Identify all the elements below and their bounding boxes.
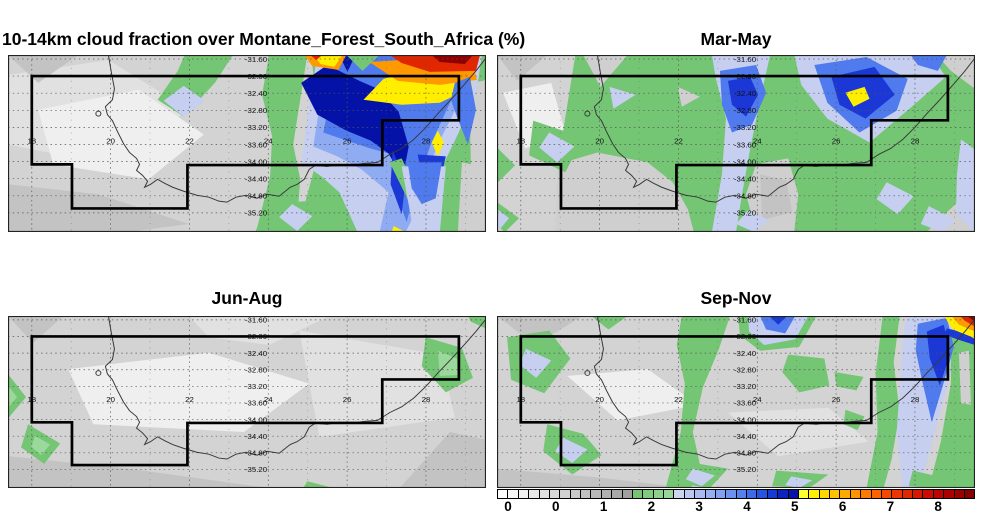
colorbar-cell (528, 490, 539, 498)
colorbar-cell (797, 490, 809, 498)
cloud-fraction-fills (507, 316, 975, 488)
colorbar-cell (860, 490, 871, 498)
colorbar-cell (590, 490, 601, 498)
colorbar-cell (631, 490, 643, 498)
colorbar-cell (953, 490, 964, 498)
colorbar-cell (642, 490, 653, 498)
colorbar-cell (839, 490, 850, 498)
colorbar-cell (787, 490, 798, 498)
colorbar-cell (943, 490, 954, 498)
colorbar-tick-label: 8 (934, 499, 942, 514)
colorbar-tick-label: 2 (647, 499, 656, 514)
colorbar-cell (652, 490, 663, 498)
colorbar-tick-label: 5 (791, 499, 799, 514)
colorbar-cell (663, 490, 674, 498)
colorbar-cell (746, 490, 757, 498)
colorbar-cell (704, 490, 715, 498)
grey-contour-texture (497, 316, 869, 488)
colorbar-tick-label: 3 (695, 499, 703, 514)
colorbar-tick-label: 1 (599, 499, 608, 514)
colorbar-cell (829, 490, 840, 498)
colorbar-cell (611, 490, 622, 498)
colorbar-cell (600, 490, 612, 498)
colorbar-cell (559, 490, 570, 498)
colorbar-cell (714, 490, 726, 498)
panel-title-mar-may: Mar-May (700, 29, 772, 49)
colorbar-cell (880, 490, 892, 498)
colorbar-tick-labels: 0 0 1 2 3 4 5 6 7 8 (497, 499, 975, 517)
colorbar-cell (756, 490, 767, 498)
colorbar-cell (766, 490, 778, 498)
colorbar-cell (963, 490, 975, 498)
colorbar-cell (870, 490, 881, 498)
colorbar-cell (922, 490, 933, 498)
panel-season-1-map (8, 55, 486, 232)
colorbar-cell (735, 490, 746, 498)
colorbar-tick-label: 0 (504, 499, 512, 514)
colorbar-cell (517, 490, 529, 498)
colorbar-cell (683, 490, 695, 498)
panel-title-jun-aug: Jun-Aug (211, 288, 283, 308)
colorbar-cell (569, 490, 580, 498)
main-title: 10-14km cloud fraction over Montane_Fore… (2, 29, 526, 49)
colorbar-cell (725, 490, 736, 498)
colorbar-cell (818, 490, 829, 498)
colorbar-cell (548, 490, 560, 498)
colorbar-cell (891, 490, 902, 498)
colorbar (497, 489, 975, 499)
colorbar-cell (901, 490, 912, 498)
colorbar-cell (849, 490, 861, 498)
panel-jun-aug-map (8, 316, 486, 488)
colorbar-cell (507, 490, 518, 498)
colorbar-cell (538, 490, 549, 498)
colorbar-tick-label: 6 (838, 499, 847, 514)
colorbar-cell (498, 490, 508, 498)
colorbar-cell (932, 490, 944, 498)
colorbar-cell (621, 490, 632, 498)
panel-sep-nov-map (497, 316, 975, 488)
colorbar-cell (912, 490, 923, 498)
colorbar-tick-label: 7 (886, 499, 895, 514)
colorbar-cell (580, 490, 591, 498)
colorbar-cell (777, 490, 788, 498)
colorbar-cell (808, 490, 819, 498)
panel-title-sep-nov: Sep-Nov (700, 288, 772, 308)
colorbar-cell (694, 490, 705, 498)
colorbar-cell (673, 490, 684, 498)
colorbar-tick-label: 0 (552, 499, 560, 514)
panel-mar-may-map (497, 55, 975, 232)
colorbar-tick-label: 4 (743, 499, 751, 514)
cloud-fraction-fills (157, 55, 486, 232)
